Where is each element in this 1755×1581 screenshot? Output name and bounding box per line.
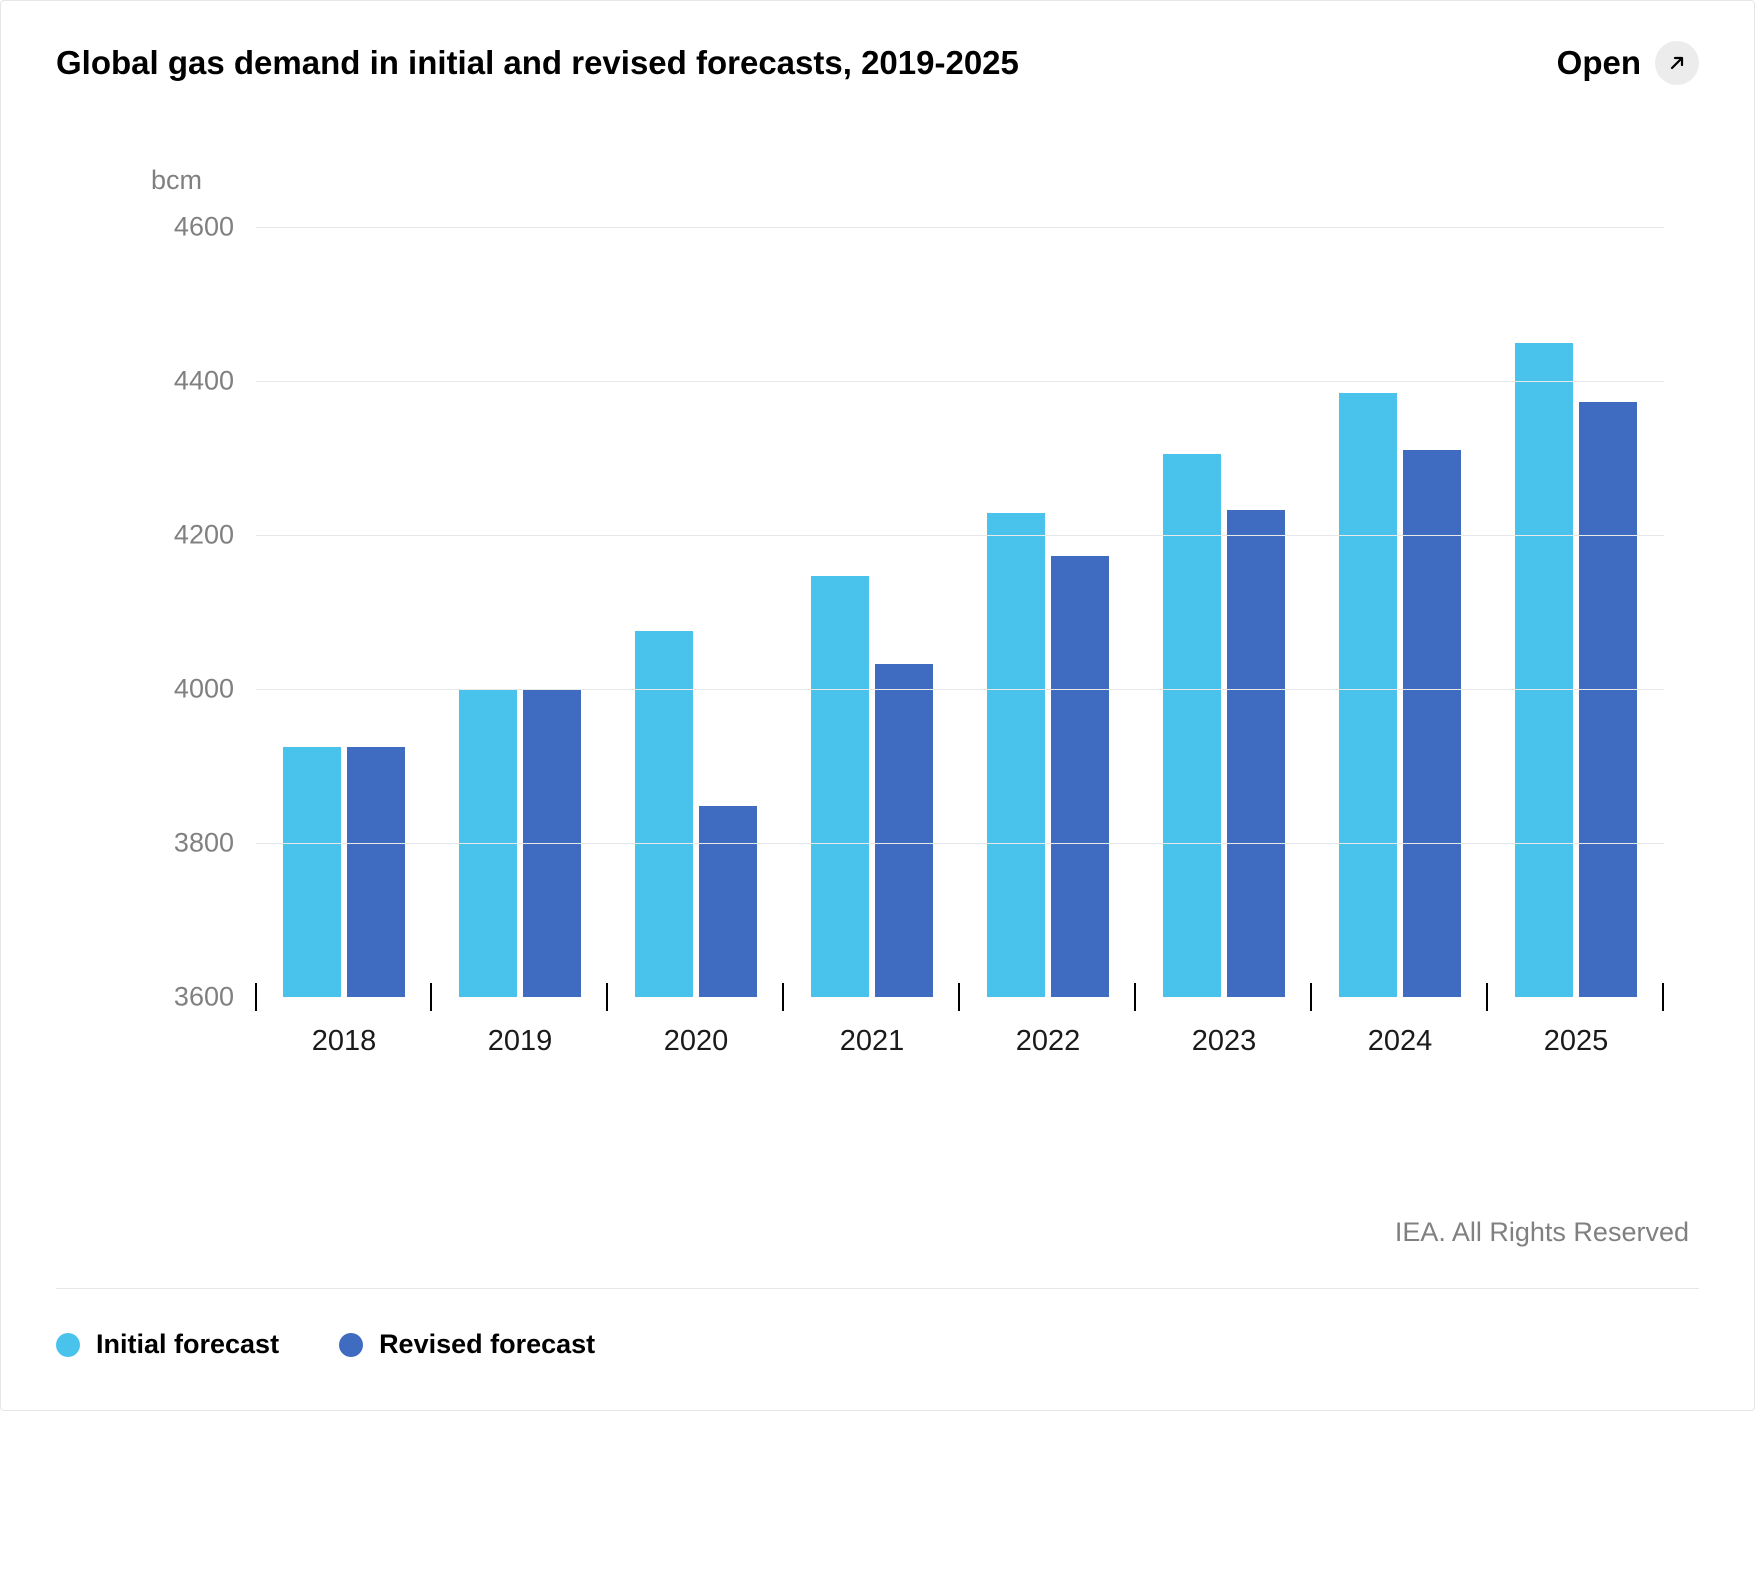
x-tick-label: 2022 xyxy=(960,1007,1136,1067)
bar xyxy=(1051,556,1109,997)
chart-title: Global gas demand in initial and revised… xyxy=(56,42,1019,85)
x-tick-label: 2020 xyxy=(608,1007,784,1067)
y-tick-label: 4200 xyxy=(174,520,234,551)
chart-area: bcm 360038004000420044004600 20182019202… xyxy=(56,165,1699,1067)
y-tick-label: 4400 xyxy=(174,366,234,397)
bar-group xyxy=(784,227,960,997)
bar xyxy=(635,631,693,997)
card-header: Global gas demand in initial and revised… xyxy=(56,41,1699,85)
bar xyxy=(347,747,405,997)
divider xyxy=(56,1288,1699,1289)
chart-card: Global gas demand in initial and revised… xyxy=(0,0,1755,1411)
y-axis: bcm 3600 3800 4000 4200 4400 4600 xyxy=(56,165,256,1067)
bar-group xyxy=(1488,227,1664,997)
bar-group xyxy=(960,227,1136,997)
gridline xyxy=(256,689,1664,690)
y-axis-unit: bcm xyxy=(151,165,202,196)
legend-label: Revised forecast xyxy=(379,1329,595,1360)
x-tick-label: 2025 xyxy=(1488,1007,1664,1067)
bar-group xyxy=(1136,227,1312,997)
open-button[interactable]: Open xyxy=(1557,41,1699,85)
x-tick-label: 2018 xyxy=(256,1007,432,1067)
legend-swatch-icon xyxy=(339,1333,363,1357)
bar xyxy=(1339,393,1397,997)
x-tick-label: 2024 xyxy=(1312,1007,1488,1067)
bar xyxy=(283,747,341,997)
bar xyxy=(1579,402,1637,997)
y-tick-label: 4000 xyxy=(174,674,234,705)
bar xyxy=(875,664,933,997)
bar-group xyxy=(608,227,784,997)
plot-area xyxy=(256,227,1699,997)
x-tick-label: 2023 xyxy=(1136,1007,1312,1067)
bar xyxy=(811,576,869,997)
bar xyxy=(699,806,757,997)
bar-group xyxy=(256,227,432,997)
legend-item: Revised forecast xyxy=(339,1329,595,1360)
gridline xyxy=(256,535,1664,536)
expand-icon xyxy=(1655,41,1699,85)
legend-label: Initial forecast xyxy=(96,1329,279,1360)
y-tick-label: 3600 xyxy=(174,982,234,1013)
y-tick-label: 3800 xyxy=(174,828,234,859)
bar xyxy=(1227,510,1285,997)
legend-item: Initial forecast xyxy=(56,1329,279,1360)
x-tick-label: 2021 xyxy=(784,1007,960,1067)
bar xyxy=(1515,343,1573,998)
bar xyxy=(987,513,1045,997)
bar xyxy=(1403,450,1461,997)
legend-swatch-icon xyxy=(56,1333,80,1357)
x-axis: 20182019202020212022202320242025 xyxy=(256,1007,1664,1067)
bar-group xyxy=(1312,227,1488,997)
legend: Initial forecast Revised forecast xyxy=(56,1329,1699,1360)
gridline xyxy=(256,381,1664,382)
x-tick-label: 2019 xyxy=(432,1007,608,1067)
attribution-text: IEA. All Rights Reserved xyxy=(56,1217,1699,1248)
y-tick-label: 4600 xyxy=(174,212,234,243)
bar-group xyxy=(432,227,608,997)
open-button-label: Open xyxy=(1557,44,1641,82)
gridline xyxy=(256,843,1664,844)
gridline xyxy=(256,227,1664,228)
